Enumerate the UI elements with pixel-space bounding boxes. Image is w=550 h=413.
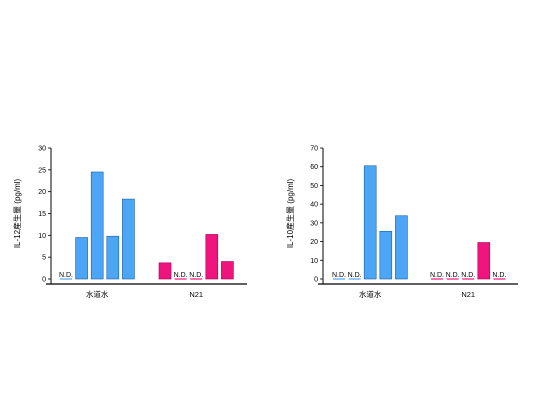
nd-label: N.D. xyxy=(348,272,362,279)
y-axis-label: IL-10産生量 (pg/ml) xyxy=(285,178,295,248)
category-label: N21 xyxy=(189,290,203,299)
bar xyxy=(221,261,234,280)
category-label: 水道水 xyxy=(86,289,109,299)
y-tick-label: 0 xyxy=(42,277,46,284)
y-tick-label: 25 xyxy=(38,167,46,174)
y-axis-label: IL-12産生量 (pg/ml) xyxy=(12,178,22,248)
y-tick-label: 30 xyxy=(310,220,318,227)
bar xyxy=(106,235,120,280)
bar xyxy=(75,237,88,280)
bar xyxy=(363,165,377,280)
bar xyxy=(205,234,219,280)
bar xyxy=(158,262,172,280)
y-tick-label: 30 xyxy=(38,146,46,153)
bar xyxy=(379,230,393,280)
bar xyxy=(122,198,135,280)
nd-label: N.D. xyxy=(332,272,346,279)
nd-label: N.D. xyxy=(446,272,460,279)
nd-label: N.D. xyxy=(492,272,506,279)
y-tick-label: 10 xyxy=(310,258,318,265)
bar xyxy=(90,171,104,280)
nd-label: N.D. xyxy=(189,272,203,279)
category-label: 水道水 xyxy=(359,289,382,299)
y-tick-label: 20 xyxy=(38,189,46,196)
y-tick-label: 70 xyxy=(310,146,318,153)
bar xyxy=(477,242,491,280)
category-label: N21 xyxy=(461,290,475,299)
nd-label: N.D. xyxy=(461,272,475,279)
y-tick-label: 50 xyxy=(310,183,318,190)
y-tick-label: 15 xyxy=(38,211,46,218)
y-tick-label: 5 xyxy=(42,255,46,262)
y-tick-label: 10 xyxy=(38,233,46,240)
y-tick-label: 0 xyxy=(314,277,318,284)
y-tick-label: 40 xyxy=(310,202,318,209)
nd-label: N.D. xyxy=(59,272,73,279)
y-tick-label: 60 xyxy=(310,164,318,171)
nd-label: N.D. xyxy=(174,272,188,279)
bar xyxy=(395,215,408,280)
y-tick-label: 20 xyxy=(310,239,318,246)
nd-label: N.D. xyxy=(430,272,444,279)
